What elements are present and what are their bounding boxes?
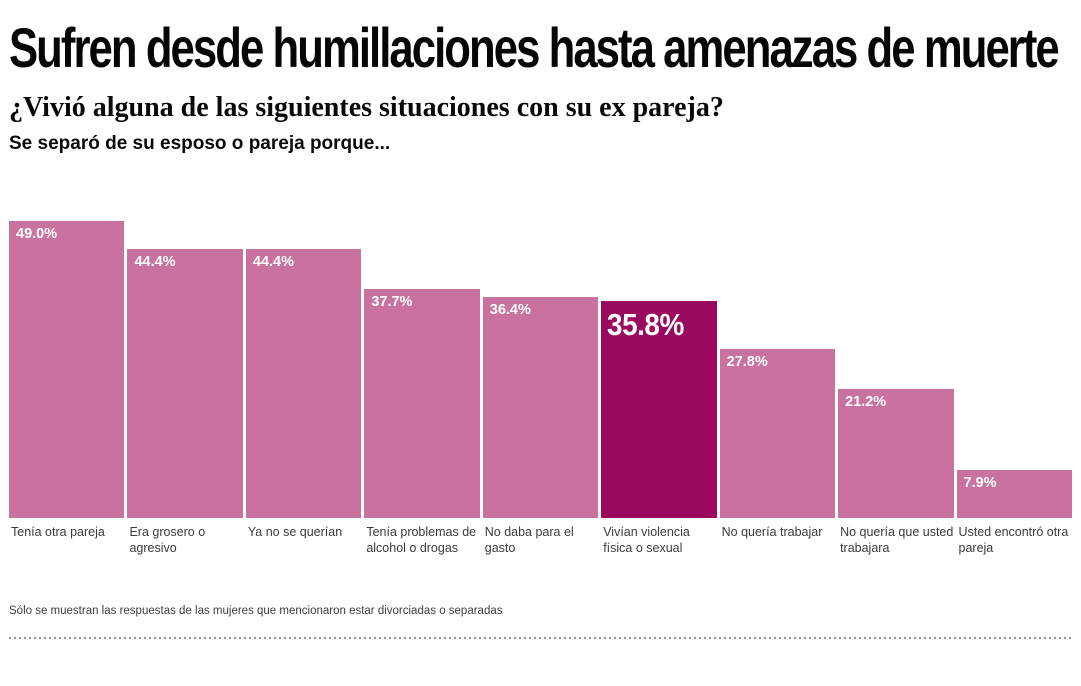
- page-title: Sufren desde humillaciones hasta amenaza…: [9, 16, 1060, 79]
- category-label: Tenía problemas de alcohol o drogas: [366, 524, 477, 556]
- category-label: Era grosero o agresivo: [129, 524, 206, 556]
- bar-value-label: 27.8%: [726, 354, 768, 371]
- bar-value-label: 21.2%: [845, 394, 887, 411]
- dotted-divider: [9, 636, 1072, 639]
- bar-value-label: 49.0%: [16, 225, 58, 242]
- category-label: Tenía otra pareja: [11, 524, 105, 539]
- bar-6: 27.8%: [719, 349, 836, 518]
- footnote: Sólo se muestran las respuestas de las m…: [9, 604, 503, 617]
- bar-value-label: 44.4%: [134, 253, 176, 270]
- bar-8: 7.9%: [956, 469, 1072, 518]
- header: Sufren desde humillaciones hasta amenaza…: [9, 20, 1072, 155]
- bar-3: 37.7%: [364, 289, 480, 518]
- bar-value-label: 37.7%: [371, 294, 413, 311]
- category-label: Ya no se querían: [247, 524, 343, 539]
- bar-4: 36.4%: [482, 297, 599, 518]
- category-labels-row: Tenía otra pareja Era grosero o agresivo Y…: [9, 524, 1072, 557]
- infographic: Sufren desde humillaciones hasta amenaza…: [0, 20, 1081, 639]
- category-label: No quería trabajar: [721, 524, 823, 539]
- category-label: Vivían violencia física o sexual: [603, 524, 690, 556]
- bar-value-label: 36.4%: [489, 302, 531, 319]
- bar-5: 35.8%: [601, 300, 717, 518]
- category-label: Usted encontró otra pareja: [958, 524, 1069, 556]
- chart-question-subtitle: ¿Vivió alguna de las siguientes situacio…: [9, 92, 724, 123]
- bars-area: 49.0% 44.4% 44.4% 37.7% 36.4% 35.8% 27.8% 21.2%…: [9, 220, 1072, 518]
- bar-0: 49.0%: [9, 220, 125, 518]
- bar-value-label: 44.4%: [252, 253, 294, 270]
- bar-value-label: 7.9%: [963, 474, 997, 491]
- bar-1: 44.4%: [127, 248, 243, 518]
- bar-chart: 49.0% 44.4% 44.4% 37.7% 36.4% 35.8% 27.8% 21.2%…: [9, 220, 1072, 557]
- bar-7: 21.2%: [838, 389, 954, 518]
- category-label: No daba para el gasto: [484, 524, 574, 556]
- category-label: No quería que usted trabajara: [840, 524, 954, 556]
- bar-value-label: 35.8%: [607, 306, 685, 342]
- question-intro: Se separó de su esposo o pareja porque..…: [9, 132, 391, 154]
- bar-2: 44.4%: [245, 248, 362, 518]
